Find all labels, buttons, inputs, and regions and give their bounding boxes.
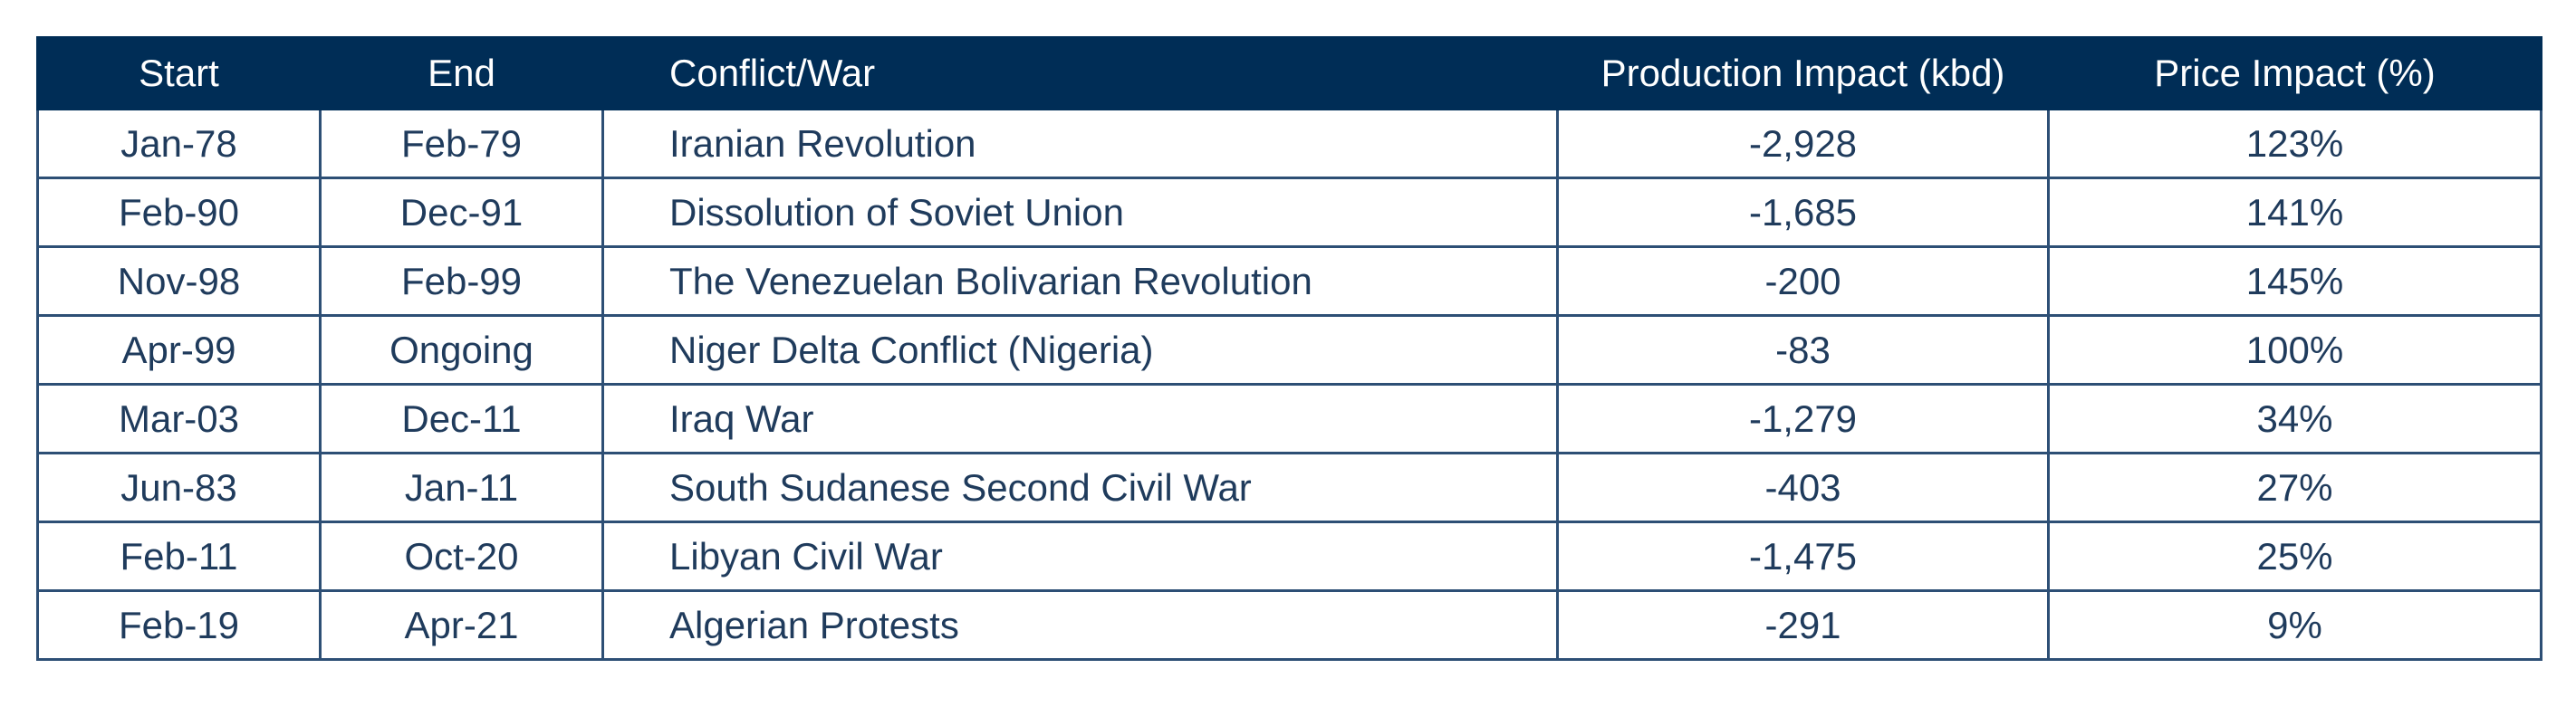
cell-production-impact: -1,685 bbox=[1556, 177, 2050, 248]
cell-conflict: Iranian Revolution bbox=[601, 108, 1559, 179]
cell-end: Ongoing bbox=[319, 314, 604, 386]
cell-end: Apr-21 bbox=[319, 589, 604, 661]
cell-price-impact: 100% bbox=[2047, 314, 2542, 386]
cell-start: Feb-11 bbox=[36, 521, 322, 592]
cell-production-impact: -200 bbox=[1556, 245, 2050, 317]
conflict-impact-table: Start End Conflict/War Production Impact… bbox=[36, 36, 2542, 661]
cell-end: Dec-11 bbox=[319, 383, 604, 454]
header-production-impact: Production Impact (kbd) bbox=[1556, 36, 2050, 110]
table-row: Feb-90 Dec-91 Dissolution of Soviet Unio… bbox=[36, 177, 2542, 248]
cell-conflict: The Venezuelan Bolivarian Revolution bbox=[601, 245, 1559, 317]
cell-production-impact: -1,279 bbox=[1556, 383, 2050, 454]
cell-production-impact: -1,475 bbox=[1556, 521, 2050, 592]
cell-conflict: South Sudanese Second Civil War bbox=[601, 452, 1559, 523]
cell-end: Feb-99 bbox=[319, 245, 604, 317]
cell-start: Feb-19 bbox=[36, 589, 322, 661]
cell-price-impact: 25% bbox=[2047, 521, 2542, 592]
cell-end: Oct-20 bbox=[319, 521, 604, 592]
cell-start: Jan-78 bbox=[36, 108, 322, 179]
table-body: Jan-78 Feb-79 Iranian Revolution -2,928 … bbox=[36, 108, 2542, 661]
table-row: Feb-19 Apr-21 Algerian Protests -291 9% bbox=[36, 589, 2542, 661]
cell-conflict: Algerian Protests bbox=[601, 589, 1559, 661]
cell-conflict: Dissolution of Soviet Union bbox=[601, 177, 1559, 248]
cell-price-impact: 141% bbox=[2047, 177, 2542, 248]
cell-start: Jun-83 bbox=[36, 452, 322, 523]
cell-start: Feb-90 bbox=[36, 177, 322, 248]
table-row: Apr-99 Ongoing Niger Delta Conflict (Nig… bbox=[36, 314, 2542, 386]
table-row: Jun-83 Jan-11 South Sudanese Second Civi… bbox=[36, 452, 2542, 523]
header-start: Start bbox=[36, 36, 322, 110]
header-row: Start End Conflict/War Production Impact… bbox=[36, 36, 2542, 110]
cell-production-impact: -83 bbox=[1556, 314, 2050, 386]
cell-production-impact: -291 bbox=[1556, 589, 2050, 661]
cell-start: Apr-99 bbox=[36, 314, 322, 386]
cell-conflict: Niger Delta Conflict (Nigeria) bbox=[601, 314, 1559, 386]
cell-price-impact: 27% bbox=[2047, 452, 2542, 523]
cell-price-impact: 123% bbox=[2047, 108, 2542, 179]
cell-conflict: Libyan Civil War bbox=[601, 521, 1559, 592]
cell-price-impact: 9% bbox=[2047, 589, 2542, 661]
cell-price-impact: 145% bbox=[2047, 245, 2542, 317]
header-conflict: Conflict/War bbox=[601, 36, 1559, 110]
cell-price-impact: 34% bbox=[2047, 383, 2542, 454]
table-header: Start End Conflict/War Production Impact… bbox=[36, 36, 2542, 110]
cell-start: Mar-03 bbox=[36, 383, 322, 454]
header-end: End bbox=[319, 36, 604, 110]
cell-end: Feb-79 bbox=[319, 108, 604, 179]
cell-start: Nov-98 bbox=[36, 245, 322, 317]
table-row: Feb-11 Oct-20 Libyan Civil War -1,475 25… bbox=[36, 521, 2542, 592]
table-row: Jan-78 Feb-79 Iranian Revolution -2,928 … bbox=[36, 108, 2542, 179]
cell-production-impact: -403 bbox=[1556, 452, 2050, 523]
cell-production-impact: -2,928 bbox=[1556, 108, 2050, 179]
cell-end: Jan-11 bbox=[319, 452, 604, 523]
header-price-impact: Price Impact (%) bbox=[2047, 36, 2542, 110]
cell-end: Dec-91 bbox=[319, 177, 604, 248]
conflict-impact-table-container: Start End Conflict/War Production Impact… bbox=[36, 36, 2542, 661]
table-row: Nov-98 Feb-99 The Venezuelan Bolivarian … bbox=[36, 245, 2542, 317]
table-row: Mar-03 Dec-11 Iraq War -1,279 34% bbox=[36, 383, 2542, 454]
cell-conflict: Iraq War bbox=[601, 383, 1559, 454]
